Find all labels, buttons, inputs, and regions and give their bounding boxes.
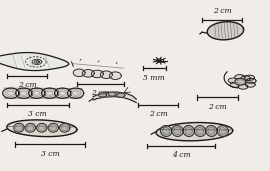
Polygon shape bbox=[160, 126, 172, 136]
Polygon shape bbox=[68, 88, 84, 98]
Polygon shape bbox=[228, 78, 238, 83]
Polygon shape bbox=[207, 22, 244, 40]
Polygon shape bbox=[29, 88, 45, 98]
Polygon shape bbox=[32, 59, 42, 64]
Polygon shape bbox=[100, 71, 112, 78]
Polygon shape bbox=[7, 120, 77, 137]
Polygon shape bbox=[156, 123, 233, 141]
Polygon shape bbox=[235, 75, 245, 80]
Polygon shape bbox=[235, 78, 246, 85]
Polygon shape bbox=[99, 93, 107, 97]
Polygon shape bbox=[245, 82, 255, 87]
Polygon shape bbox=[109, 72, 121, 79]
Polygon shape bbox=[82, 70, 94, 77]
Polygon shape bbox=[37, 123, 47, 132]
Polygon shape bbox=[25, 123, 36, 132]
Polygon shape bbox=[245, 75, 255, 80]
Polygon shape bbox=[14, 123, 24, 132]
Text: 3 cm: 3 cm bbox=[40, 150, 59, 158]
Polygon shape bbox=[91, 70, 103, 78]
Polygon shape bbox=[183, 126, 194, 136]
Polygon shape bbox=[55, 88, 71, 98]
Polygon shape bbox=[3, 88, 19, 98]
Polygon shape bbox=[172, 126, 183, 136]
Text: 2 cm: 2 cm bbox=[213, 6, 232, 15]
Polygon shape bbox=[217, 126, 228, 136]
Polygon shape bbox=[117, 93, 125, 97]
Polygon shape bbox=[42, 88, 58, 98]
Polygon shape bbox=[238, 84, 248, 89]
Polygon shape bbox=[230, 82, 240, 87]
Polygon shape bbox=[108, 92, 116, 96]
Polygon shape bbox=[206, 126, 217, 136]
Polygon shape bbox=[48, 123, 59, 132]
Polygon shape bbox=[93, 92, 136, 103]
Polygon shape bbox=[241, 76, 250, 81]
Polygon shape bbox=[73, 69, 85, 77]
Text: 5 mm: 5 mm bbox=[143, 74, 165, 82]
Polygon shape bbox=[16, 88, 32, 98]
Text: 2 cm: 2 cm bbox=[208, 103, 227, 111]
Text: 3 cm: 3 cm bbox=[28, 110, 47, 118]
Text: 2 cm: 2 cm bbox=[148, 110, 167, 118]
Text: 4 cm: 4 cm bbox=[172, 151, 191, 159]
Polygon shape bbox=[0, 52, 69, 71]
Polygon shape bbox=[246, 78, 256, 83]
Polygon shape bbox=[194, 126, 206, 136]
Text: 2 cm: 2 cm bbox=[91, 89, 110, 97]
Polygon shape bbox=[60, 123, 70, 132]
Text: 2 cm: 2 cm bbox=[18, 81, 36, 89]
